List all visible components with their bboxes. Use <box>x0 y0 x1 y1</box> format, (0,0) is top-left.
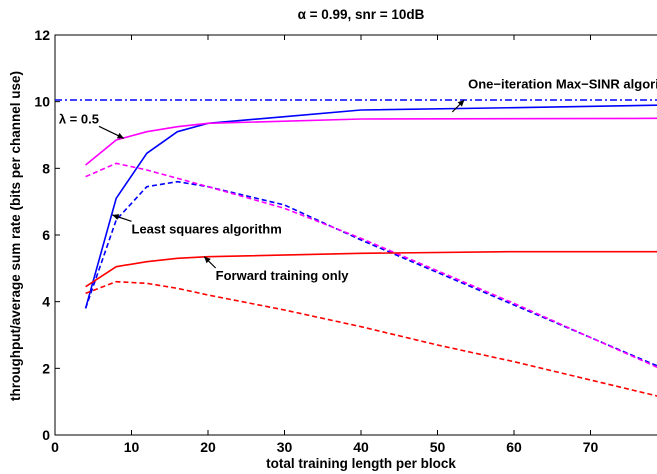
series-line-3 <box>84 180 657 367</box>
annotation-layer: One−iteration Max−SINR algorithm per blo… <box>59 76 657 283</box>
x-tick-label: 40 <box>353 439 369 455</box>
y-tick-label: 8 <box>42 160 50 176</box>
series-line-2 <box>84 104 657 309</box>
x-tick-label: 20 <box>200 439 216 455</box>
annotation-arrow-head <box>457 100 465 107</box>
y-tick-label: 12 <box>34 27 50 43</box>
series-line-6 <box>85 250 657 288</box>
x-tick-label: 70 <box>583 439 599 455</box>
x-tick-label: 60 <box>506 439 522 455</box>
y-tick-label: 10 <box>34 94 50 110</box>
chart-title: α = 0.99, snr = 10dB <box>298 7 425 22</box>
plot-area: One−iteration Max−SINR algorithm per blo… <box>54 34 657 436</box>
x-tick-label: 10 <box>124 439 140 455</box>
y-tick-label: 4 <box>42 294 50 310</box>
x-ticks: 01020304050607080 <box>51 35 599 455</box>
annotation-text: Forward training only <box>216 268 350 283</box>
annotation-text: λ = 0.5 <box>59 111 99 126</box>
annotation-text: One−iteration Max−SINR algorithm per blo… <box>468 76 657 91</box>
series-layer <box>55 99 657 397</box>
annotation-text: Least squares algorithm <box>132 221 282 236</box>
annotation-arrow-head <box>112 214 120 220</box>
x-tick-label: 0 <box>51 439 59 455</box>
y-tick-label: 6 <box>42 227 50 243</box>
y-ticks: 0 2 4 6 8 10 12 <box>34 27 60 443</box>
series-line-7 <box>85 280 657 397</box>
x-tick-label: 50 <box>430 439 446 455</box>
series-line-4 <box>85 117 657 166</box>
y-axis-label: throughput/average sum rate (bits per ch… <box>8 71 23 401</box>
series-line-5 <box>85 162 657 369</box>
x-tick-label: 30 <box>277 439 293 455</box>
y-tick-label: 0 <box>42 427 50 443</box>
annotation-arrow-head <box>116 132 124 139</box>
x-axis-label: total training length per block <box>266 456 456 471</box>
annotation-arrow-head <box>204 256 211 264</box>
y-tick-label: 2 <box>42 360 50 376</box>
